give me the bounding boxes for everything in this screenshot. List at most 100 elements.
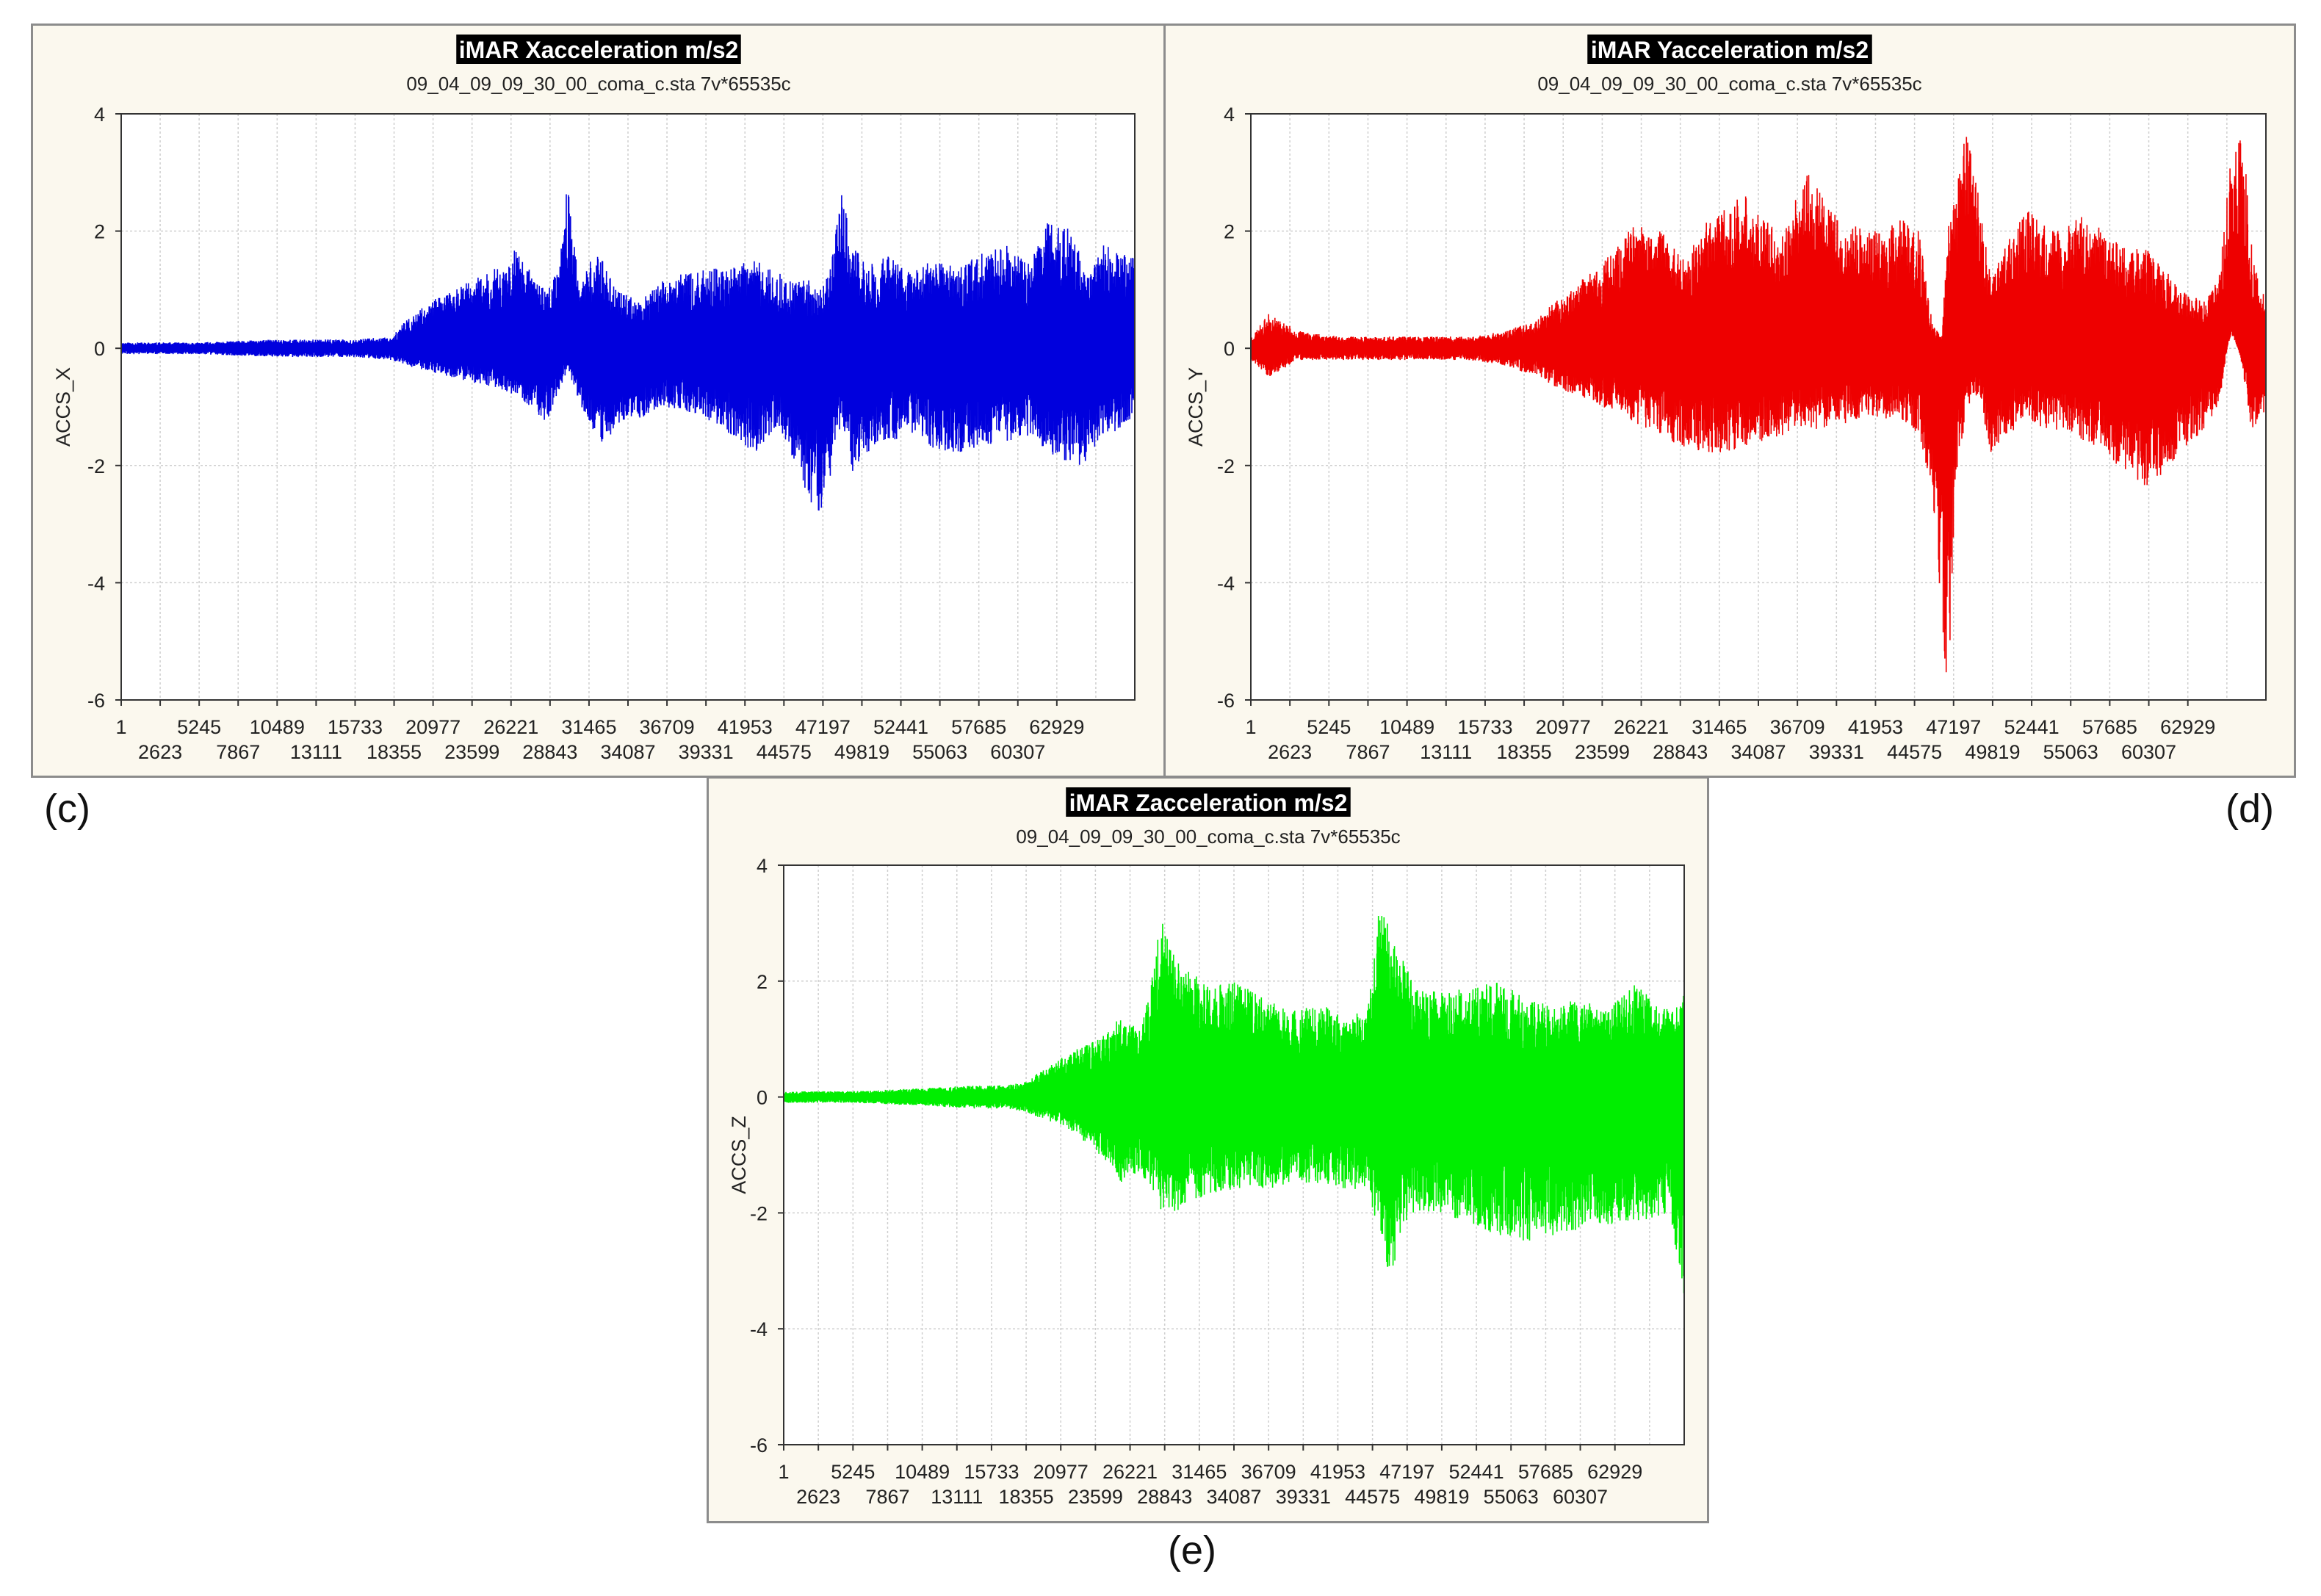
y-tick-label: 2 (1224, 221, 1235, 243)
x-tick-label: 57685 (951, 716, 1006, 738)
x-tick-label: 5245 (1307, 716, 1351, 738)
y-tick-label: -4 (750, 1318, 768, 1340)
x-tick-label: 44575 (1345, 1486, 1400, 1508)
y-tick-label: -2 (1217, 455, 1235, 477)
x-tick-label: 18355 (999, 1486, 1054, 1508)
caption-d: (d) (2226, 787, 2274, 831)
x-tick-label: 34087 (600, 741, 655, 763)
x-tick-label: 20977 (1033, 1461, 1089, 1483)
x-tick-label: 41953 (1310, 1461, 1365, 1483)
x-tick-label: 1 (1245, 716, 1256, 738)
y-tick-label: -2 (750, 1202, 768, 1224)
x-tick-label: 15733 (1457, 716, 1512, 738)
chart-title: iMAR Yacceleration m/s2 (1587, 35, 1872, 64)
x-tick-label: 55063 (2043, 741, 2098, 763)
x-tick-label: 13111 (931, 1486, 983, 1508)
series-line (120, 194, 1136, 511)
x-tick-label: 44575 (757, 741, 812, 763)
x-tick-label: 62929 (2160, 716, 2215, 738)
chart-title: iMAR Zacceleration m/s2 (1066, 787, 1351, 817)
x-tick-label: 15733 (328, 716, 383, 738)
chart-y: iMAR Yacceleration m/s2 09_04_09_09_30_00… (1185, 35, 2267, 763)
y-tick-label: 0 (1224, 338, 1235, 360)
chart-subtitle: 09_04_09_09_30_00_coma_c.sta 7v*65535c (1016, 826, 1400, 848)
x-tick-label: 36709 (1241, 1461, 1296, 1483)
chart-panel-y: iMAR Yacceleration m/s2 09_04_09_09_30_00… (1163, 24, 2296, 778)
x-tick-label: 13111 (290, 741, 342, 763)
x-tick-label: 7867 (865, 1486, 909, 1508)
x-tick-label: 10489 (250, 716, 305, 738)
y-tick-label: 2 (94, 221, 105, 243)
y-tick-label: 0 (757, 1087, 768, 1109)
title-highlight (1587, 35, 1872, 64)
chart-panel-x: iMAR Xacceleration m/s2 09_04_09_09_30_00… (31, 24, 1168, 778)
x-tick-label: 47197 (1379, 1461, 1434, 1483)
title-text: iMAR Yacceleration m/s2 (1591, 37, 1869, 63)
series-line (783, 915, 1685, 1293)
y-axis-label: ACCS_Y (1185, 367, 1207, 447)
chart-panel-z: iMAR Zacceleration m/s2 09_04_09_09_30_00… (707, 776, 1709, 1523)
chart-title: iMAR Xacceleration m/s2 (456, 35, 741, 64)
x-tick-label: 5245 (831, 1461, 875, 1483)
y-tick-label: -6 (750, 1434, 768, 1456)
x-tick-label: 47197 (795, 716, 851, 738)
x-tick-label: 49819 (834, 741, 889, 763)
x-tick-label: 49819 (1965, 741, 2020, 763)
y-tick-label: 0 (94, 338, 105, 360)
title-highlight (456, 35, 741, 64)
x-tick-label: 60307 (990, 741, 1045, 763)
y-tick-label: -4 (87, 572, 105, 594)
x-tick-label: 55063 (1484, 1486, 1539, 1508)
x-tick-label: 36709 (640, 716, 695, 738)
x-tick-label: 34087 (1206, 1486, 1261, 1508)
x-tick-label: 47197 (1926, 716, 1981, 738)
x-tick-label: 23599 (1068, 1486, 1123, 1508)
x-tick-label: 13111 (1420, 741, 1472, 763)
x-tick-label: 55063 (912, 741, 967, 763)
x-tick-label: 28843 (522, 741, 577, 763)
y-tick-label: 2 (757, 971, 768, 993)
x-tick-label: 52441 (873, 716, 928, 738)
x-tick-label: 41953 (1848, 716, 1903, 738)
x-tick-label: 10489 (1379, 716, 1434, 738)
x-tick-label: 52441 (2004, 716, 2060, 738)
x-tick-label: 57685 (2082, 716, 2137, 738)
x-tick-label: 52441 (1449, 1461, 1504, 1483)
y-tick-label: -6 (1217, 690, 1235, 712)
x-tick-label: 31465 (1172, 1461, 1227, 1483)
y-tick-label: -4 (1217, 572, 1235, 594)
x-tick-label: 28843 (1137, 1486, 1192, 1508)
caption-c: (c) (44, 787, 90, 831)
x-tick-label: 18355 (367, 741, 422, 763)
x-tick-label: 31465 (1692, 716, 1747, 738)
x-tick-label: 41953 (718, 716, 773, 738)
x-tick-label: 5245 (177, 716, 221, 738)
title-highlight (1066, 787, 1351, 817)
x-tick-label: 60307 (2121, 741, 2176, 763)
x-tick-label: 7867 (216, 741, 260, 763)
x-tick-label: 26221 (483, 716, 538, 738)
x-tick-label: 49819 (1414, 1486, 1469, 1508)
x-tick-label: 18355 (1497, 741, 1552, 763)
x-tick-label: 31465 (561, 716, 616, 738)
y-tick-label: -6 (87, 690, 105, 712)
series-line (1250, 137, 2267, 673)
x-tick-label: 7867 (1346, 741, 1390, 763)
x-tick-label: 23599 (444, 741, 499, 763)
x-tick-label: 26221 (1102, 1461, 1158, 1483)
x-tick-label: 60307 (1553, 1486, 1608, 1508)
x-tick-label: 28843 (1653, 741, 1708, 763)
chart-subtitle: 09_04_09_09_30_00_coma_c.sta 7v*65535c (406, 73, 790, 95)
y-tick-label: 4 (757, 855, 768, 877)
y-axis-label: ACCS_Z (728, 1116, 750, 1194)
x-tick-label: 2623 (1268, 741, 1312, 763)
x-tick-label: 34087 (1730, 741, 1786, 763)
x-tick-label: 39331 (1809, 741, 1864, 763)
chart-z: iMAR Zacceleration m/s2 09_04_09_09_30_00… (728, 787, 1685, 1508)
caption-e: (e) (1168, 1528, 1216, 1572)
x-tick-label: 36709 (1770, 716, 1825, 738)
x-tick-label: 1 (778, 1461, 789, 1483)
x-tick-label: 26221 (1614, 716, 1669, 738)
x-tick-label: 20977 (405, 716, 461, 738)
x-tick-label: 39331 (1276, 1486, 1331, 1508)
